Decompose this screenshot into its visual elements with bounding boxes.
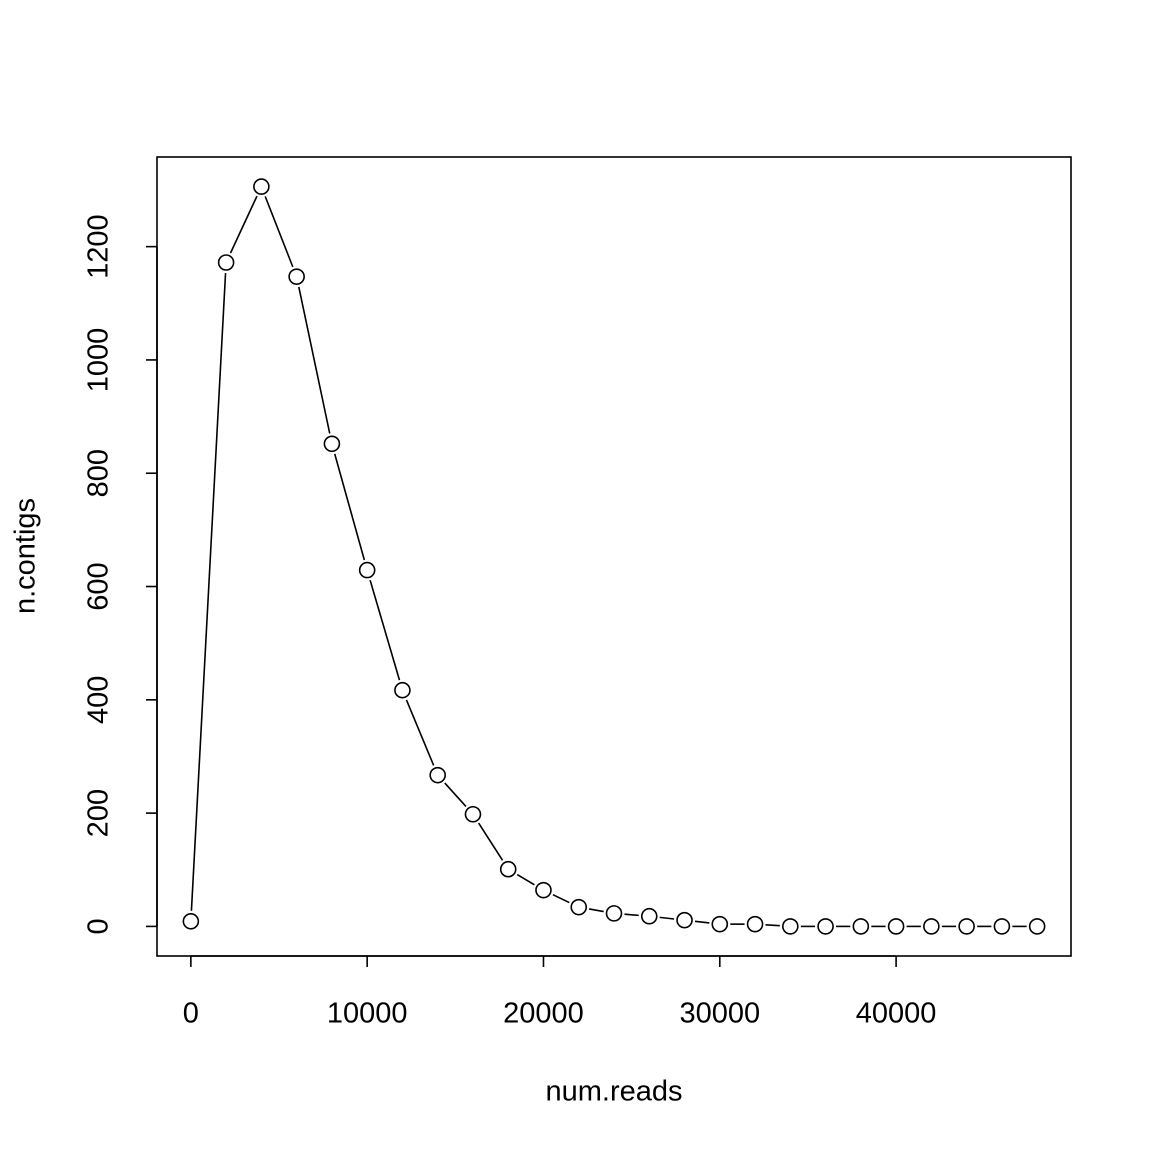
line-segment (190, 272, 227, 911)
y-tick-label: 400 (83, 676, 115, 724)
line-segment (369, 579, 401, 681)
x-tick-label: 40000 (856, 998, 937, 1030)
point (958, 918, 975, 935)
y-tick-label: 800 (83, 449, 115, 497)
plot-frame (156, 156, 1072, 957)
line-segment (694, 920, 710, 924)
x-tick-label: 20000 (503, 998, 584, 1030)
line-segment (229, 195, 258, 254)
line-segment (264, 196, 294, 268)
point (499, 860, 517, 878)
point (182, 913, 200, 930)
point (605, 905, 623, 922)
point (323, 435, 341, 453)
point (288, 268, 305, 285)
point (429, 766, 446, 784)
point (782, 918, 799, 935)
line-segment (477, 822, 504, 861)
x-tick-label: 30000 (679, 998, 760, 1030)
line-segment (516, 873, 535, 886)
point (923, 918, 940, 935)
point (570, 898, 588, 916)
y-axis-label: n.contigs (10, 498, 42, 614)
point (217, 254, 235, 271)
line-segment (624, 913, 639, 917)
point (711, 915, 729, 933)
point (1028, 918, 1046, 935)
point (640, 907, 658, 925)
line-segment (765, 924, 780, 927)
y-tick-label: 200 (83, 789, 115, 837)
x-tick-label: 0 (183, 998, 199, 1030)
y-tick-label: 600 (83, 562, 115, 610)
point (746, 915, 764, 933)
x-axis-label: num.reads (545, 1076, 682, 1108)
point (535, 881, 552, 899)
line-segment (298, 286, 331, 434)
point (676, 911, 693, 929)
x-tick-label: 10000 (327, 998, 408, 1030)
y-tick-label: 1200 (83, 214, 115, 279)
point (852, 918, 870, 935)
y-tick-label: 0 (83, 918, 115, 934)
point (464, 805, 482, 823)
point (887, 918, 905, 935)
point (253, 178, 270, 195)
line-segment (552, 893, 570, 904)
line-segment (588, 908, 604, 913)
point (993, 918, 1011, 935)
line-segment (659, 916, 675, 920)
y-tick-label: 1000 (83, 328, 115, 393)
line-segment (405, 699, 435, 766)
line-segment (444, 782, 467, 807)
point (817, 918, 834, 935)
point (394, 681, 411, 699)
line-segment (333, 453, 366, 561)
point (358, 561, 376, 579)
